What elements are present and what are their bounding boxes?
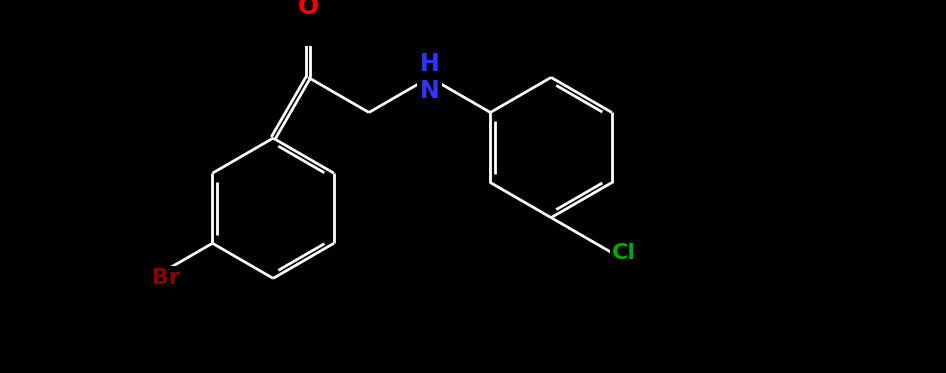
Text: H
N: H N [420,51,440,103]
Text: O: O [298,0,319,19]
Text: Cl: Cl [612,243,636,263]
Text: Br: Br [151,268,180,288]
